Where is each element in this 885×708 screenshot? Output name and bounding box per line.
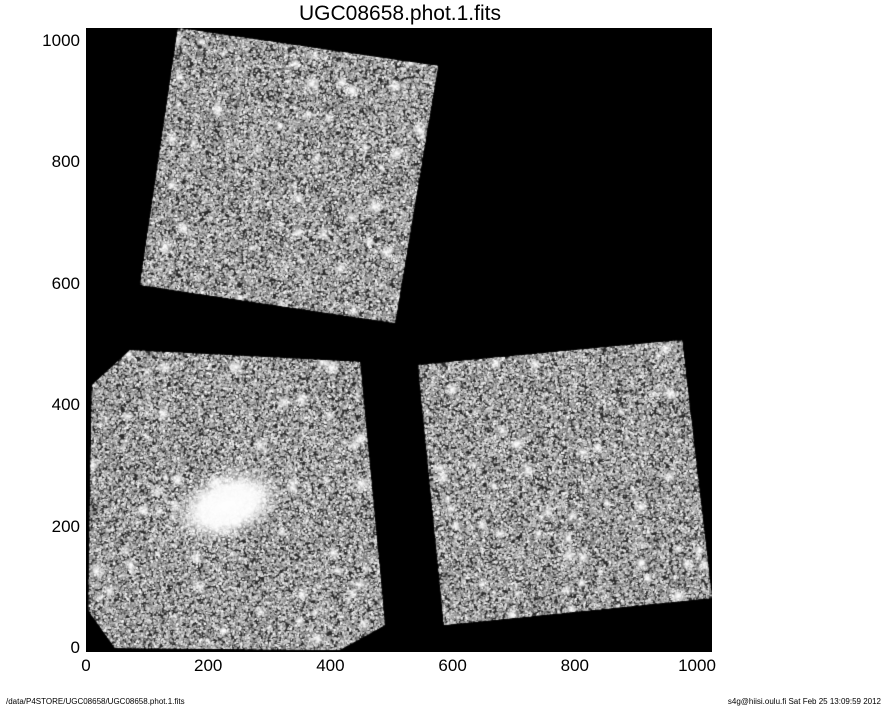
- footer-file-path: /data/P4STORE/UGC08658/UGC08658.phot.1.f…: [6, 697, 185, 706]
- x-tick-label: 800: [560, 656, 589, 675]
- y-tick-label: 0: [70, 638, 80, 657]
- y-tick-label: 200: [51, 516, 80, 536]
- fits-image: [86, 28, 712, 652]
- chart-title: UGC08658.phot.1.fits: [299, 2, 501, 25]
- x-tick-label: 600: [438, 656, 467, 675]
- x-tick-label: 0: [81, 656, 91, 675]
- x-tick-label: 1000: [678, 656, 716, 675]
- y-tick-label: 400: [51, 395, 80, 415]
- image-plot-area: [86, 28, 712, 652]
- x-tick-label: 200: [194, 656, 223, 675]
- y-tick-label: 800: [51, 152, 80, 172]
- footer-timestamp: s4g@hiisi.oulu.fi Sat Feb 25 13:09:59 20…: [727, 697, 881, 706]
- x-tick-label: 400: [316, 656, 345, 675]
- y-tick-label: 600: [51, 273, 80, 293]
- y-tick-label: 1000: [42, 31, 80, 50]
